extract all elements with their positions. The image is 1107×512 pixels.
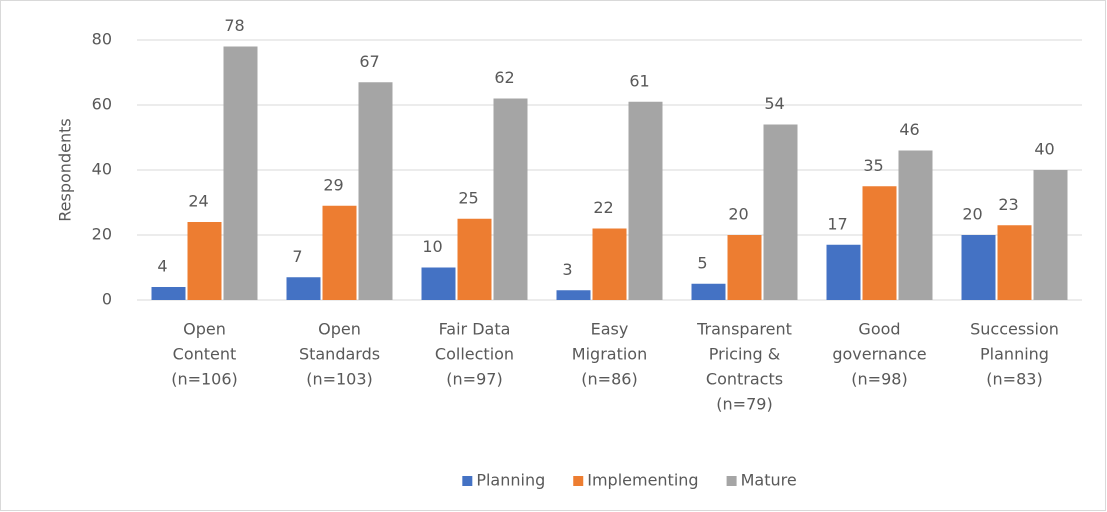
bar [151, 287, 186, 300]
data-label: 40 [1034, 140, 1054, 159]
x-tick-label: Easy [591, 320, 629, 339]
legend-swatch [726, 476, 737, 486]
legend-label: Implementing [587, 471, 698, 490]
x-tick-label: Migration [572, 345, 647, 364]
bar [223, 46, 258, 300]
bar [826, 244, 861, 300]
x-tick-label: Collection [435, 345, 514, 364]
x-tick-label: Content [173, 345, 237, 364]
legend-label: Mature [741, 471, 797, 490]
data-label: 22 [593, 198, 613, 217]
x-tick-label: Transparent [696, 320, 792, 339]
data-label: 24 [188, 192, 208, 211]
data-label: 46 [899, 120, 919, 139]
y-axis-title: Respondents [56, 118, 75, 221]
x-tick-label: Open [318, 320, 361, 339]
bar [862, 186, 897, 300]
bar [592, 228, 627, 300]
x-tick-label: Good [858, 320, 900, 339]
data-label: 4 [157, 257, 167, 276]
y-tick-label: 60 [92, 95, 112, 114]
x-tick-label: (n=97) [446, 370, 502, 389]
bar [628, 101, 663, 300]
y-tick-label: 20 [92, 225, 112, 244]
legend-swatch [573, 476, 584, 486]
x-tick-label: Fair Data [439, 320, 511, 339]
bar [691, 283, 726, 300]
bar [1033, 170, 1068, 300]
bar [898, 150, 933, 300]
data-label: 7 [292, 247, 302, 266]
x-tick-label: (n=86) [581, 370, 637, 389]
x-tick-label: Standards [299, 345, 380, 364]
data-label: 78 [224, 16, 244, 35]
x-tick-label: Pricing & [709, 345, 781, 364]
data-label: 67 [359, 52, 379, 71]
data-label: 20 [962, 205, 982, 224]
bar [763, 124, 798, 300]
legend-label: Planning [476, 471, 545, 490]
y-tick-label: 80 [92, 30, 112, 49]
legend-swatch [462, 476, 473, 486]
data-label: 17 [827, 214, 847, 233]
data-label: 35 [863, 156, 883, 175]
x-tick-label: Open [183, 320, 226, 339]
data-label: 29 [323, 175, 343, 194]
bar [322, 205, 357, 300]
data-label: 10 [422, 237, 442, 256]
bar [961, 235, 996, 300]
bar [556, 290, 591, 300]
data-label: 5 [697, 253, 707, 272]
data-label: 25 [458, 188, 478, 207]
bar [997, 225, 1032, 300]
bar [358, 82, 393, 300]
y-tick-label: 0 [102, 290, 112, 309]
x-tick-label: (n=83) [986, 370, 1042, 389]
bar [187, 222, 222, 300]
bar [727, 235, 762, 300]
bar [421, 267, 456, 300]
x-tick-label: (n=98) [851, 370, 907, 389]
y-tick-label: 40 [92, 160, 112, 179]
data-label: 54 [764, 94, 784, 113]
x-tick-label: Contracts [706, 370, 783, 389]
data-label: 61 [629, 71, 649, 90]
x-tick-label: (n=106) [171, 370, 238, 389]
x-tick-label: governance [832, 345, 926, 364]
data-label: 23 [998, 195, 1018, 214]
bar [286, 277, 321, 300]
x-tick-label: Planning [980, 345, 1049, 364]
data-label: 3 [562, 260, 572, 279]
x-tick-label: (n=103) [306, 370, 373, 389]
x-tick-label: (n=79) [716, 395, 772, 414]
x-tick-label: Succession [970, 320, 1059, 339]
data-label: 20 [728, 205, 748, 224]
data-label: 62 [494, 68, 514, 87]
bar [457, 218, 492, 300]
bar [493, 98, 528, 300]
